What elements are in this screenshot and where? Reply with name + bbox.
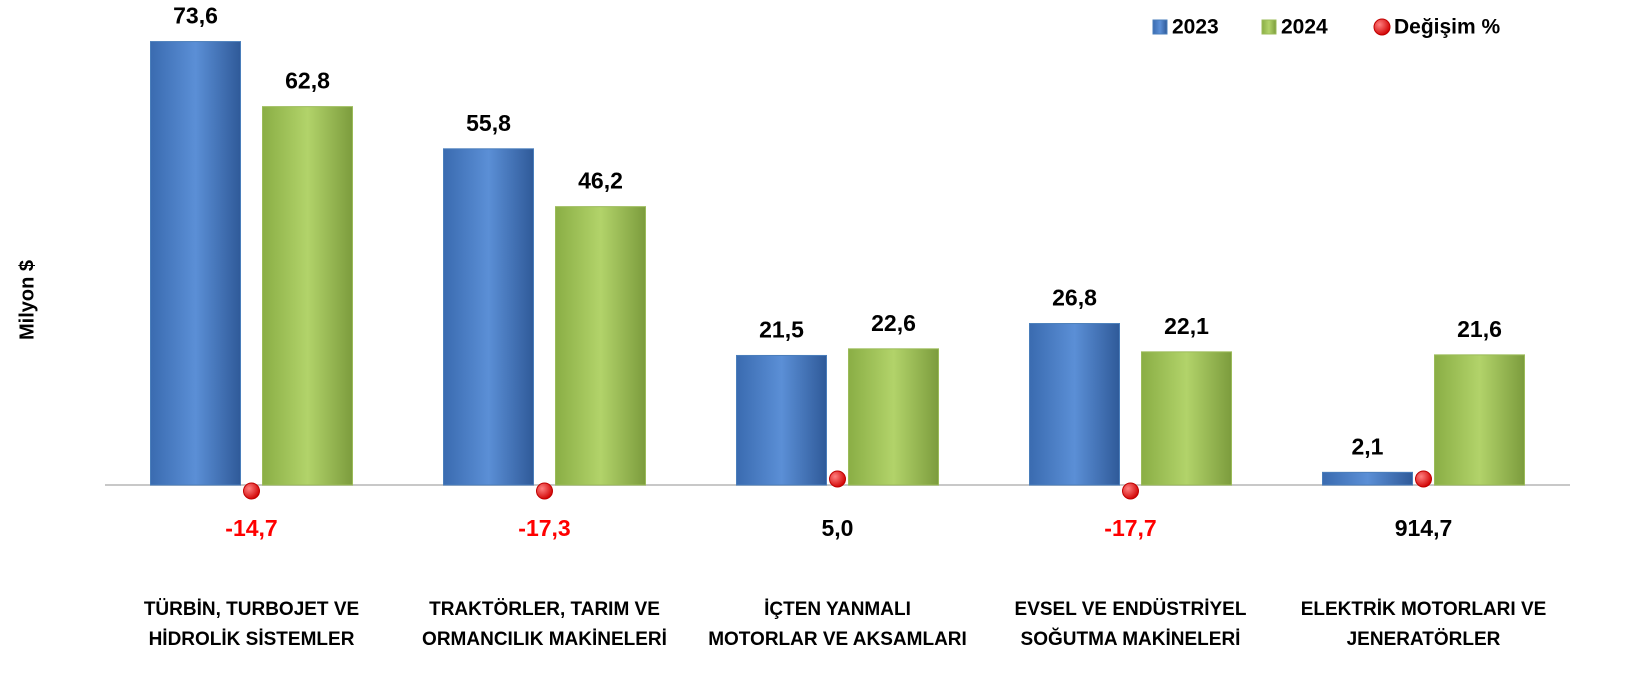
x-tick-label: İÇTEN YANMALI xyxy=(764,599,911,620)
bar xyxy=(1434,354,1525,486)
change-dot xyxy=(243,482,260,500)
change-dot xyxy=(536,482,553,500)
legend-swatch xyxy=(1261,19,1277,35)
value-label: 21,6 xyxy=(1457,316,1502,342)
bar xyxy=(150,41,241,486)
value-label: 62,8 xyxy=(285,68,330,94)
change-label: -17,3 xyxy=(518,515,570,541)
value-label: 46,2 xyxy=(578,168,623,194)
change-label: 914,7 xyxy=(1395,515,1453,541)
value-label: 73,6 xyxy=(173,3,218,29)
change-label: -14,7 xyxy=(225,515,277,541)
x-tick-label: HİDROLİK SİSTEMLER xyxy=(149,629,355,650)
value-label: 55,8 xyxy=(466,110,511,136)
bar xyxy=(1029,323,1120,486)
legend-swatch xyxy=(1152,19,1168,35)
change-label: 5,0 xyxy=(822,515,854,541)
change-dot xyxy=(1122,482,1139,500)
change-dot xyxy=(1415,470,1432,488)
value-label: 21,5 xyxy=(759,317,804,343)
legend-label: Değişim % xyxy=(1394,16,1501,39)
bar xyxy=(736,354,827,486)
bar xyxy=(1141,351,1232,486)
value-label: 26,8 xyxy=(1052,285,1097,311)
x-tick-label: JENERATÖRLER xyxy=(1347,629,1501,650)
x-tick-label: ELEKTRİK MOTORLARI VE xyxy=(1301,599,1547,620)
bar xyxy=(848,348,939,486)
bar xyxy=(443,148,534,486)
value-label: 22,1 xyxy=(1164,313,1209,339)
change-label: -17,7 xyxy=(1104,515,1156,541)
bar xyxy=(555,206,646,486)
x-tick-label: SOĞUTMA MAKİNELERİ xyxy=(1021,628,1241,650)
bar xyxy=(1322,471,1413,486)
x-tick-label: TRAKTÖRLER, TARIM VE xyxy=(429,599,660,620)
x-tick-label: ORMANCILIK MAKİNELERİ xyxy=(422,629,667,650)
legend-label: 2023 xyxy=(1172,16,1219,39)
legend-swatch xyxy=(1373,18,1391,36)
value-label: 2,1 xyxy=(1352,433,1384,459)
x-tick-label: TÜRBİN, TURBOJET VE xyxy=(144,599,359,620)
x-tick-label: MOTORLAR VE AKSAMLARI xyxy=(708,629,967,650)
x-tick-label: EVSEL VE ENDÜSTRİYEL xyxy=(1015,599,1247,620)
value-label: 22,6 xyxy=(871,310,916,336)
legend-label: 2024 xyxy=(1281,16,1328,39)
change-dot xyxy=(829,470,846,488)
bar xyxy=(262,106,353,486)
y-axis-label: Milyon $ xyxy=(16,260,38,340)
